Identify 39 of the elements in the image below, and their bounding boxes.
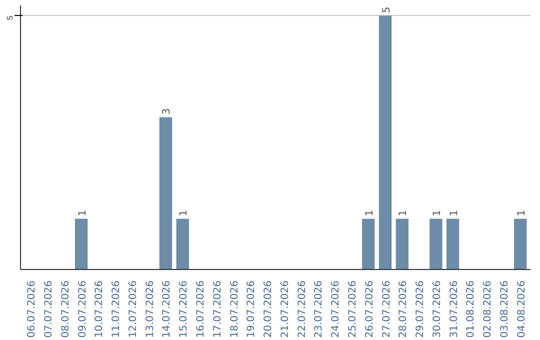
data-label: 1: [448, 210, 460, 216]
x-tick-label: 07.07.2026: [44, 280, 55, 338]
data-label: 1: [516, 210, 528, 216]
x-tick-label: 10.07.2026: [94, 280, 106, 338]
x-tick-label: 25.07.2026: [347, 280, 358, 338]
x-tick-label: 04.08.2026: [516, 280, 528, 338]
x-tick-label: 26.07.2026: [364, 280, 376, 338]
x-tick-label: 20.07.2026: [263, 280, 274, 338]
x-tick-label: 19.07.2026: [246, 280, 258, 338]
data-label: 1: [364, 210, 376, 216]
x-tick-label: 28.07.2026: [398, 280, 410, 338]
x-tick-label: 06.07.2026: [26, 280, 38, 338]
data-label: 3: [162, 108, 173, 115]
x-tick-label: 22.07.2026: [296, 280, 308, 338]
x-tick-label: 17.07.2026: [212, 280, 224, 338]
x-tick-label: 01.08.2026: [466, 280, 477, 338]
x-tick-label: 24.07.2026: [330, 280, 342, 338]
x-tick-label: 02.08.2026: [482, 280, 494, 338]
x-tick-label: 14.07.2026: [162, 280, 173, 338]
x-tick-label: 30.07.2026: [432, 280, 443, 338]
data-label: 1: [77, 210, 88, 216]
x-tick-label: 15.07.2026: [178, 280, 190, 338]
x-tick-label: 03.08.2026: [499, 280, 510, 338]
x-tick-label: 16.07.2026: [196, 280, 207, 338]
data-label: 5: [381, 6, 392, 14]
x-tick-label: 12.07.2026: [128, 280, 139, 338]
x-tick-label: 29.07.2026: [415, 280, 426, 338]
x-tick-label: 09.07.2026: [77, 280, 88, 338]
data-label: 1: [178, 210, 190, 216]
x-tick-label: 18.07.2026: [229, 280, 240, 338]
data-label: 1: [432, 210, 443, 216]
x-tick-label: 23.07.2026: [314, 280, 325, 338]
data-label: 1: [398, 210, 410, 216]
x-tick-label: 08.07.2026: [60, 280, 72, 338]
x-tick-label: 31.07.2026: [448, 280, 460, 338]
x-tick-label: 21.07.2026: [280, 280, 291, 338]
x-tick-label: 13.07.2026: [144, 280, 156, 338]
x-tick-label: 27.07.2026: [381, 280, 392, 338]
x-tick-label: 11.07.2026: [111, 280, 122, 338]
